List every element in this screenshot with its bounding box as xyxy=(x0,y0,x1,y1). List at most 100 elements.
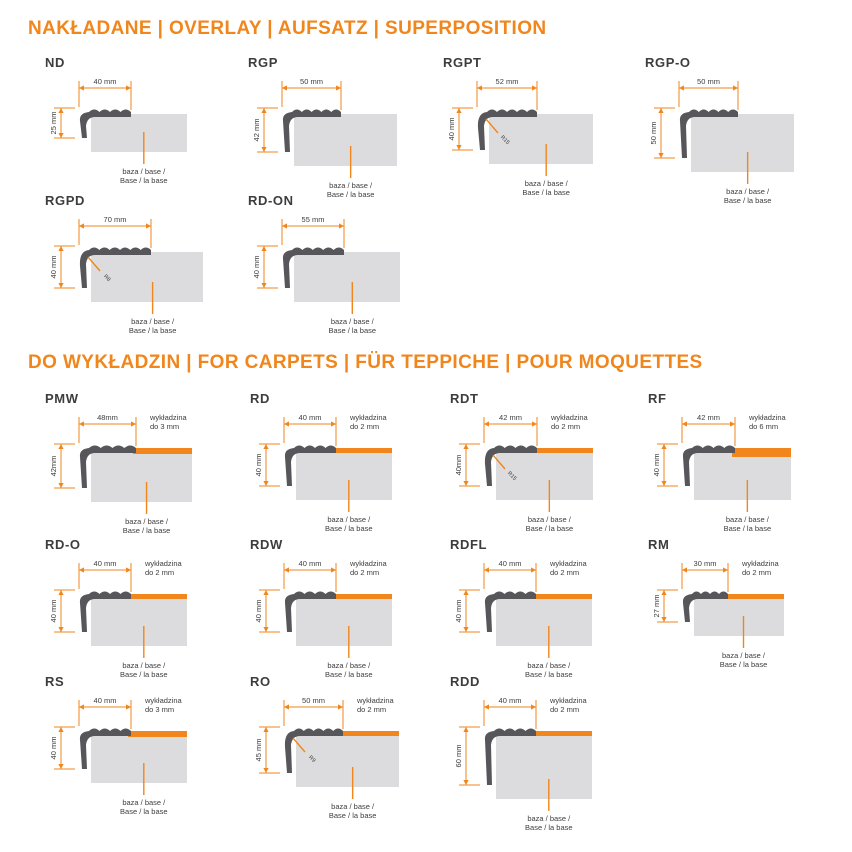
profile-card-rgp: RGP 50 mm 42 mm baza / base / Base / la base xyxy=(248,56,448,200)
dim-width-arrow-left xyxy=(79,421,84,427)
base-rect xyxy=(694,596,784,636)
profile-name: RDD xyxy=(450,674,480,689)
profile-diagram-rgp-o: 50 mm 50 mm baza / base /Base / la base xyxy=(649,77,794,205)
dim-width-arrow-left xyxy=(682,567,687,573)
radius-label: R15 xyxy=(499,135,510,146)
base-label-line1: baza / base / xyxy=(525,179,569,188)
profile-card-rf: RF 42 mm 40 mm wykładzina do 6 mm baza / base… xyxy=(648,392,848,534)
dim-width-arrow-right xyxy=(131,421,136,427)
carpet-strip xyxy=(333,594,392,599)
radius-leader-line xyxy=(87,256,101,272)
profile-card-rd-on: RD-ON 55 mm 40 mm baza / base / Base / la ba… xyxy=(248,194,448,336)
profile-name: RM xyxy=(648,537,670,552)
width-dimension-label: 40 mm xyxy=(499,696,522,705)
height-dimension-label: 40 mm xyxy=(49,256,58,279)
profile-card-rgp-o: RGP-O 50 mm 50 mm baza / base / Base / la ba… xyxy=(645,56,845,206)
base-label-line1: baza / base / xyxy=(122,661,166,670)
width-dimension-label: 55 mm xyxy=(302,215,325,224)
dim-height-arrow-bottom xyxy=(261,147,267,152)
profile-name: RGP xyxy=(248,55,278,70)
profile-name: RD-ON xyxy=(248,193,294,208)
profile-name: RDW xyxy=(250,537,283,552)
profile-name: PMW xyxy=(45,391,79,406)
height-dimension-label: 40 mm xyxy=(252,256,261,279)
width-dimension-label: 40 mm xyxy=(94,559,117,568)
profile-shape xyxy=(79,247,151,288)
height-dimension-label: 27 mm xyxy=(652,595,661,618)
profile-diagram-rd-on: 55 mm 40 mm baza / base /Base / la base xyxy=(252,215,400,335)
profile-shape xyxy=(282,109,341,152)
dim-width-arrow-left xyxy=(79,567,84,573)
base-label-line1: baza / base / xyxy=(726,515,770,524)
dim-height-arrow-bottom xyxy=(58,483,64,488)
carpet-label-line1: wykładzina xyxy=(356,696,395,705)
dim-height-arrow-top xyxy=(58,108,64,113)
profile-shape xyxy=(484,445,537,486)
radius-leader-line xyxy=(492,454,506,470)
base-label-line2: Base / la base xyxy=(129,326,177,335)
profile-name: RF xyxy=(648,391,667,406)
carpet-label-line2: do 3 mm xyxy=(145,705,174,714)
base-label-line2: Base / la base xyxy=(325,670,373,679)
base-rect xyxy=(91,596,187,646)
profile-card-rdt: RDT 42 mm 40mm R15 wykładzina do 2 mm baza / b… xyxy=(450,392,650,534)
dim-height-arrow-bottom xyxy=(661,481,667,486)
base-rect xyxy=(91,114,187,152)
dim-width-arrow-right xyxy=(532,85,537,91)
profile-name: RDFL xyxy=(450,537,488,552)
base-rect xyxy=(489,114,593,164)
profile-card-pmw: PMW 48mm 42mm wykładzina do 3 mm baza / base … xyxy=(45,392,245,536)
base-rect xyxy=(296,596,392,646)
carpet-strip xyxy=(732,448,791,457)
dim-height-arrow-top xyxy=(58,727,64,732)
carpet-label-line1: wykładzina xyxy=(549,696,588,705)
base-label-line2: Base / la base xyxy=(724,524,772,533)
profile-card-rm: RM 30 mm 27 mm wykładzina do 2 mm baza / base… xyxy=(648,538,848,670)
profile-name: RGPT xyxy=(443,55,482,70)
base-label-line1: baza / base / xyxy=(726,187,770,196)
radius-label: R8 xyxy=(102,274,111,283)
profile-shape xyxy=(79,445,136,488)
dim-height-arrow-bottom xyxy=(263,627,269,632)
base-label-line1: baza / base / xyxy=(527,661,571,670)
profile-card-rd-o: RD-O 40 mm 40 mm wykładzina do 2 mm baza / ba… xyxy=(45,538,245,680)
dim-width-arrow-left xyxy=(79,223,84,229)
dim-width-arrow-right xyxy=(331,567,336,573)
height-dimension-label: 40 mm xyxy=(447,118,456,141)
width-dimension-label: 30 mm xyxy=(694,559,717,568)
profile-name: RD xyxy=(250,391,270,406)
width-dimension-label: 50 mm xyxy=(697,77,720,86)
base-label-line1: baza / base / xyxy=(131,317,175,326)
dim-width-arrow-right xyxy=(733,85,738,91)
base-label-line1: baza / base / xyxy=(122,798,166,807)
profile-name: RD-O xyxy=(45,537,81,552)
base-rect xyxy=(296,733,399,787)
dim-width-arrow-left xyxy=(477,85,482,91)
profile-card-rgpd: RGPD 70 mm 40 mm R8 baza / base / Base / la b… xyxy=(45,194,245,336)
dim-width-arrow-left xyxy=(484,567,489,573)
profile-shape xyxy=(682,445,735,486)
base-label-line1: baza / base / xyxy=(125,517,169,526)
dim-width-arrow-left xyxy=(282,223,287,229)
width-dimension-label: 40 mm xyxy=(299,413,322,422)
carpet-strip xyxy=(533,731,592,736)
dim-width-arrow-left xyxy=(284,704,289,710)
base-label-line1: baza / base / xyxy=(528,515,572,524)
base-label-line2: Base / la base xyxy=(525,823,573,832)
width-dimension-label: 40 mm xyxy=(299,559,322,568)
base-label-line2: Base / la base xyxy=(522,188,570,197)
carpet-label-line2: do 2 mm xyxy=(145,568,174,577)
dim-height-arrow-bottom xyxy=(58,283,64,288)
profile-name: RS xyxy=(45,674,65,689)
profile-shape xyxy=(484,591,536,632)
dim-height-arrow-top xyxy=(261,246,267,251)
base-label-line1: baza / base / xyxy=(327,661,371,670)
base-label-line2: Base / la base xyxy=(329,811,377,820)
base-label-line2: Base / la base xyxy=(120,176,168,185)
base-label-line2: Base / la base xyxy=(327,190,375,199)
base-label-line2: Base / la base xyxy=(120,670,168,679)
base-label-line1: baza / base / xyxy=(327,515,371,524)
